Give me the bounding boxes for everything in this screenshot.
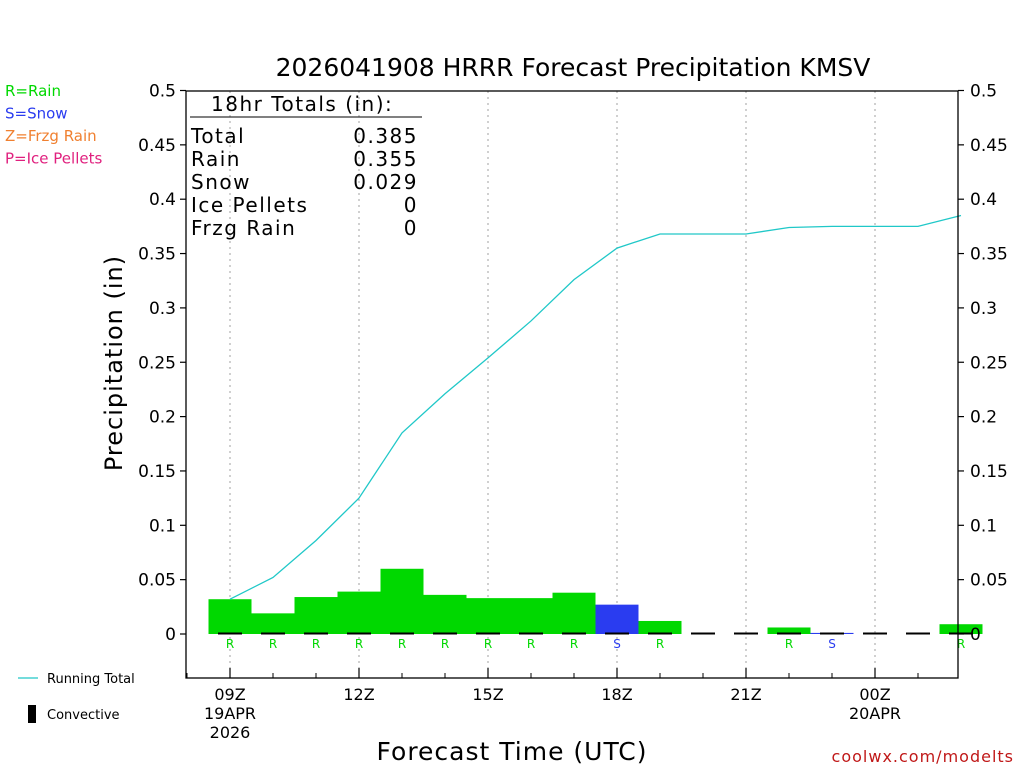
precip-bar: [208, 599, 252, 634]
x-tick-label: 15Z: [472, 685, 503, 704]
y-tick-label-left: 0.25: [138, 353, 176, 373]
y-tick-label-left: 0: [165, 625, 176, 645]
chart-title: 2026041908 HRRR Forecast Precipitation K…: [276, 53, 871, 82]
precip-type-label: R: [441, 637, 449, 651]
precip-type-label: R: [226, 637, 234, 651]
y-tick-label-right: 0.1: [970, 516, 997, 536]
precip-type-label: R: [355, 637, 363, 651]
plot-frame: [185, 90, 959, 679]
ptype-legend-item: Z=Frzg Rain: [5, 127, 97, 145]
totals-header: 18hr Totals (in):: [211, 92, 393, 116]
y-axis-label: Precipitation (in): [100, 255, 128, 471]
grid-lines: [229, 91, 876, 678]
precip-bar: [337, 591, 381, 634]
running-total-line: [229, 214, 962, 600]
plot-border: [185, 90, 959, 679]
x-tick-sublabel: 19APR: [204, 704, 256, 723]
running-total-line-group: [229, 214, 962, 600]
y-tick-label-right: 0: [970, 625, 981, 645]
precip-type-label: R: [312, 637, 320, 651]
ptype-legend-item: R=Rain: [5, 82, 61, 100]
x-tick-sublabel: 20APR: [849, 704, 901, 723]
totals-row-value: 0.355: [353, 147, 418, 171]
y-tick-label-right: 0.15: [970, 462, 1008, 482]
legend-item-label: Running Total: [47, 672, 135, 687]
y-tick-label-left: 0.5: [149, 82, 176, 102]
totals-row-label: Total: [190, 124, 245, 148]
precip-bar: [767, 627, 811, 634]
y-tick-label-left: 0.45: [138, 136, 176, 156]
precip-bar: [638, 620, 682, 634]
totals-row-value: 0.385: [353, 124, 418, 148]
y-tick-label-right: 0.3: [970, 299, 997, 319]
precip-type-label: R: [957, 637, 965, 651]
precip-bar: [294, 597, 338, 634]
precip-type-label: R: [269, 637, 277, 651]
totals-row-value: 0.029: [353, 170, 418, 194]
y-axis-right: 0 0.05 0.1 0.15 0.2 0.25 0.3 0.35 0.4 0.45 0.5: [958, 82, 1008, 645]
x-tick-label: 00Z: [859, 685, 890, 704]
legend-bar-swatch: [28, 705, 36, 723]
totals-row-value: 0: [404, 193, 418, 217]
totals-row-label: Snow: [191, 170, 251, 194]
totals-table: 18hr Totals (in): Total 0.385 Rain 0.355 Snow…: [190, 92, 422, 240]
totals-row-label: Rain: [191, 147, 241, 171]
totals-row-label: Ice Pellets: [191, 193, 308, 217]
x-tick-label: 09Z: [214, 685, 245, 704]
x-axis-label: Forecast Time (UTC): [377, 737, 648, 766]
precip-bar: [251, 613, 295, 634]
precip-bar: [595, 604, 639, 634]
y-tick-label-right: 0.45: [970, 136, 1008, 156]
y-tick-label-left: 0.2: [149, 408, 176, 428]
precip-type-legend: R=Rain S=Snow Z=Frzg Rain P=Ice Pellets: [5, 82, 102, 168]
y-tick-label-right: 0.25: [970, 353, 1008, 373]
precip-type-label: R: [656, 637, 664, 651]
y-tick-label-right: 0.05: [970, 571, 1008, 591]
y-tick-label-right: 0.4: [970, 190, 997, 210]
precip-type-label: S: [828, 637, 836, 651]
series-legend: Running Total Convective: [18, 672, 135, 723]
precipitation-bars: [208, 568, 983, 634]
precip-bar: [552, 592, 596, 634]
precip-type-label: R: [785, 637, 793, 651]
precip-bar: [380, 568, 424, 634]
y-tick-label-left: 0.1: [149, 516, 176, 536]
precip-type-label: R: [570, 637, 578, 651]
precip-bar: [939, 624, 983, 634]
y-tick-label-left: 0.35: [138, 245, 176, 265]
ptype-legend-item: S=Snow: [5, 105, 68, 123]
x-tick-label: 18Z: [601, 685, 632, 704]
precip-type-label: R: [484, 637, 492, 651]
precip-type-label: S: [613, 637, 621, 651]
y-tick-label-right: 0.35: [970, 245, 1008, 265]
y-tick-label-left: 0.3: [149, 299, 176, 319]
y-tick-label-left: 0.4: [149, 190, 176, 210]
y-tick-label-right: 0.2: [970, 408, 997, 428]
y-tick-label-left: 0.15: [138, 462, 176, 482]
precip-type-label: R: [398, 637, 406, 651]
precip-bar: [423, 594, 467, 634]
x-tick-label: 21Z: [730, 685, 761, 704]
legend-item-label: Convective: [47, 708, 120, 723]
precip-bar: [509, 598, 553, 634]
precip-type-label: R: [527, 637, 535, 651]
y-tick-label-left: 0.05: [138, 571, 176, 591]
x-tick-label: 12Z: [343, 685, 374, 704]
totals-row-value: 0: [404, 216, 418, 240]
y-tick-label-right: 0.5: [970, 82, 997, 102]
x-tick-sublabel: 2026: [210, 723, 251, 742]
credit-text: coolwx.com/modelts: [832, 747, 1014, 766]
ptype-legend-item: P=Ice Pellets: [5, 150, 102, 168]
precip-bar: [466, 598, 510, 634]
totals-row-label: Frzg Rain: [191, 216, 296, 240]
y-axis-left: 0 0.05 0.1 0.15 0.2 0.25 0.3 0.35 0.4 0.45 0.5: [138, 82, 186, 645]
